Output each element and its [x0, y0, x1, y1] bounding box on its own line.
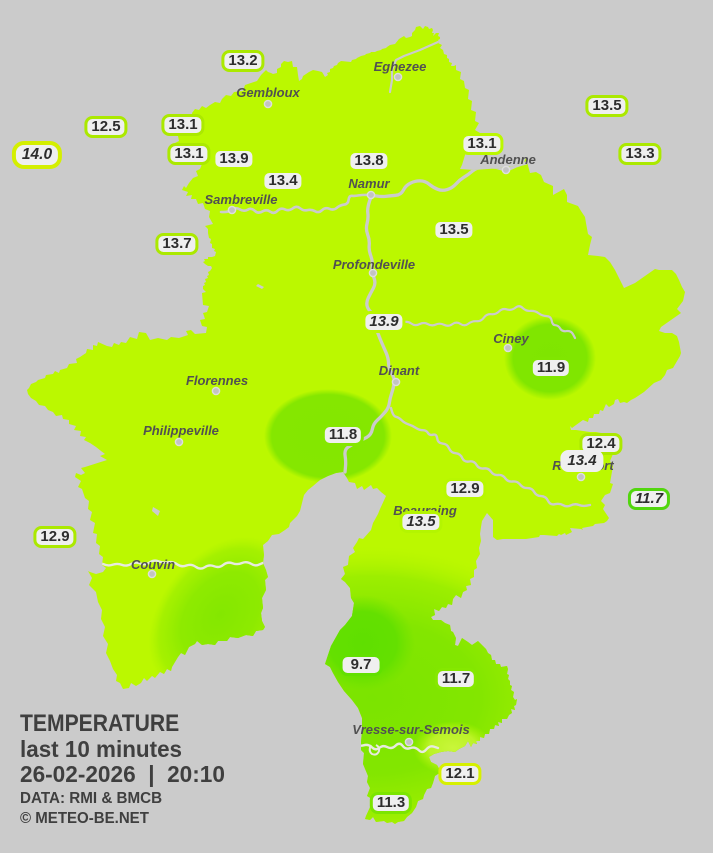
- svg-text:Andenne: Andenne: [479, 152, 536, 167]
- svg-text:Florennes: Florennes: [186, 373, 248, 388]
- svg-text:Namur: Namur: [348, 176, 390, 191]
- svg-text:Vresse-sur-Semois: Vresse-sur-Semois: [352, 722, 470, 737]
- svg-text:Philippeville: Philippeville: [143, 423, 219, 438]
- svg-text:Gembloux: Gembloux: [236, 85, 300, 100]
- svg-text:Dinant: Dinant: [379, 363, 420, 378]
- svg-text:Eghezee: Eghezee: [374, 59, 427, 74]
- svg-text:Profondeville: Profondeville: [333, 257, 415, 272]
- svg-text:Couvin: Couvin: [131, 557, 175, 572]
- svg-text:Ciney: Ciney: [493, 331, 529, 346]
- svg-text:Sambreville: Sambreville: [205, 192, 278, 207]
